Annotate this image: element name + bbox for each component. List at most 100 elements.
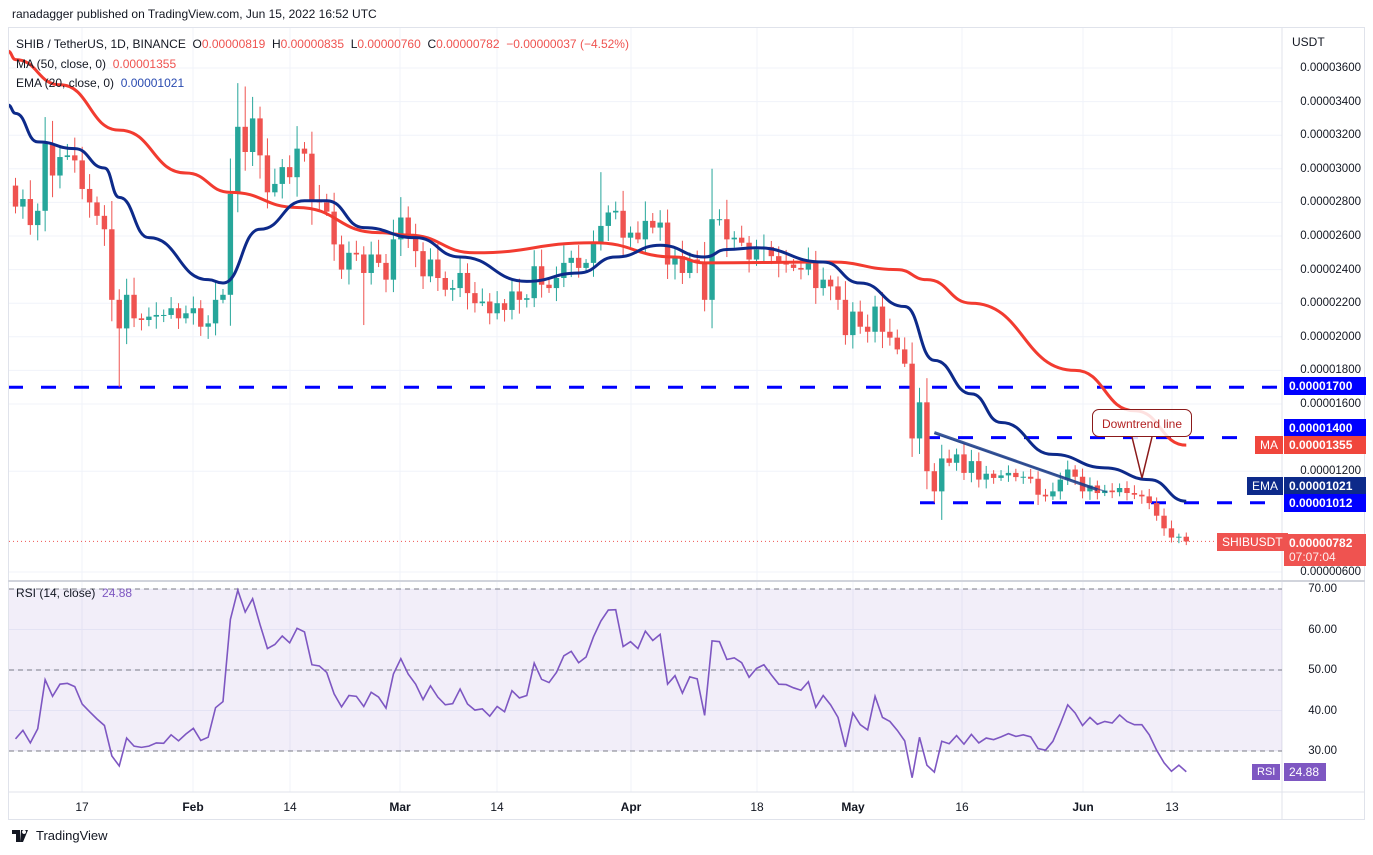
candle: [1109, 483, 1115, 499]
candle-body: [190, 308, 197, 314]
level-1012-label: 0.00001012: [1284, 494, 1366, 512]
candle: [301, 142, 308, 162]
chart-legend: SHIB / TetherUS, 1D, BINANCE O0.00000819…: [16, 35, 629, 94]
candle-body: [487, 301, 493, 314]
tradingview-logo[interactable]: TradingView: [12, 828, 108, 843]
candle-body: [864, 326, 871, 332]
candle-body: [175, 308, 182, 319]
ma-legend[interactable]: MA (50, close, 0) 0.00001355: [16, 55, 629, 75]
candle: [724, 199, 730, 258]
candle: [412, 223, 419, 268]
candle-body: [138, 318, 145, 320]
candle-body: [924, 402, 930, 472]
candle: [916, 387, 923, 454]
candle-body: [301, 148, 308, 154]
candle: [887, 318, 893, 346]
candle: [902, 337, 908, 368]
candle-body: [161, 314, 167, 316]
candle-body: [205, 323, 211, 327]
candle-body: [249, 118, 256, 152]
ema-legend[interactable]: EMA (20, close, 0) 0.00001021: [16, 74, 629, 94]
candle-body: [42, 143, 48, 211]
price-tick-label: 0.00002600: [1300, 230, 1361, 242]
candle-body: [857, 311, 863, 327]
candle: [86, 174, 93, 218]
candle-body: [1005, 472, 1012, 476]
candle: [642, 201, 649, 254]
candle: [1153, 497, 1160, 521]
last-price-label: 0.00000782 07:07:04: [1284, 534, 1366, 566]
candle-body: [605, 212, 611, 226]
symbol-title[interactable]: SHIB / TetherUS, 1D, BINANCE: [16, 37, 186, 51]
candle: [946, 449, 952, 467]
rsi-value: 24.88: [102, 586, 133, 600]
candle: [479, 288, 486, 307]
grid: [9, 28, 1282, 792]
candle-body: [494, 303, 500, 314]
candle-body: [961, 454, 967, 473]
candle-body: [909, 363, 915, 439]
candle-body: [286, 167, 293, 178]
candle: [205, 315, 211, 339]
ema-tag: EMA: [1247, 477, 1284, 495]
candle-body: [109, 229, 115, 300]
candle: [1013, 468, 1019, 482]
time-tick-label: Feb: [182, 800, 204, 814]
candle-body: [820, 279, 826, 289]
candle-body: [842, 299, 849, 336]
candle-body: [687, 259, 693, 273]
candle: [813, 250, 819, 304]
candle: [138, 313, 145, 331]
candle: [1042, 488, 1049, 502]
candle: [20, 189, 26, 219]
candle-body: [953, 454, 960, 463]
candle: [212, 282, 219, 336]
candle-body: [1183, 536, 1189, 542]
symbol-tag: SHIBUSDT: [1217, 533, 1288, 551]
rsi-legend[interactable]: RSI (14, close) 24.88: [16, 586, 132, 600]
candle-body: [146, 316, 152, 320]
candle: [857, 300, 863, 334]
candle-body: [894, 337, 900, 350]
ema-price-label: 0.00001021: [1284, 477, 1366, 495]
candle-body: [1057, 479, 1064, 492]
candle: [1139, 490, 1145, 504]
candle-body: [131, 294, 137, 319]
rsi-tag: RSI: [1252, 764, 1281, 780]
candle: [286, 155, 293, 184]
time-tick-label: 14: [283, 800, 297, 814]
candle-body: [257, 118, 263, 156]
candle: [131, 277, 137, 328]
candle: [827, 275, 834, 301]
downtrend-callout[interactable]: Downtrend line: [1092, 409, 1192, 437]
candle: [449, 279, 456, 301]
candle: [716, 209, 723, 226]
candle-body: [516, 291, 523, 300]
candle-body: [835, 286, 841, 300]
price-pane: [9, 49, 1282, 546]
time-tick-label: Apr: [620, 800, 642, 814]
candle: [494, 291, 500, 320]
candle: [79, 146, 85, 200]
candle-body: [642, 220, 649, 240]
candle-body: [1161, 515, 1167, 529]
candle-body: [242, 126, 248, 152]
candle-body: [827, 279, 834, 287]
candle: [390, 219, 397, 293]
candle-body: [613, 210, 619, 213]
candle-body: [1131, 493, 1138, 495]
candle: [279, 159, 285, 199]
candle-body: [635, 232, 641, 240]
candle-body: [198, 308, 204, 327]
change-value: −0.00000037 (−4.52%): [506, 37, 629, 51]
rsi-line: [14, 587, 1187, 778]
candle-body: [805, 262, 812, 270]
candle: [894, 329, 900, 355]
candle: [709, 168, 715, 329]
candle-body: [1050, 491, 1056, 497]
price-tick-label: 0.00003400: [1300, 95, 1361, 108]
candle: [924, 378, 930, 490]
candle: [272, 168, 278, 197]
